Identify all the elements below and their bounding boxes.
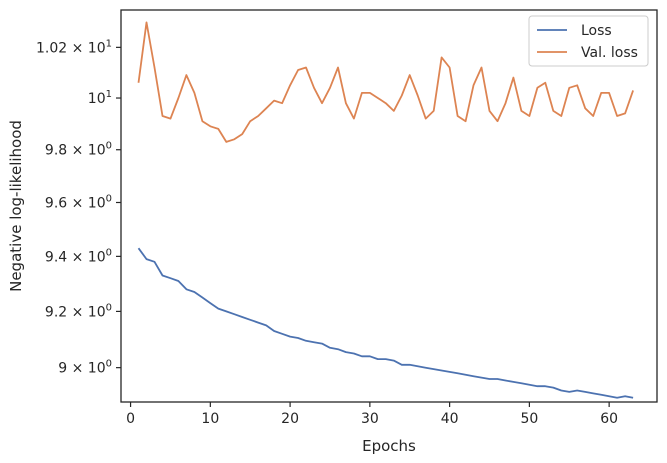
series-line-loss [137,247,634,399]
x-tick-label: 0 [126,411,135,427]
y-tick-label: 9.4 × 100 [45,247,112,265]
legend-label-loss: Loss [581,23,612,39]
y-tick-label: 101 [88,89,112,107]
y-axis: 9 × 100 9.2 × 100 9.4 × 100 9.6 × 100 9.8 × … [36,38,121,377]
x-axis: 0 10 20 30 40 50 60 [126,402,618,427]
y-tick-label: 1.02 × 101 [36,38,112,56]
legend-label-val-loss: Val. loss [581,45,638,61]
legend: Loss Val. loss [528,15,649,67]
x-tick-label: 20 [281,411,299,427]
y-tick-label: 9 × 100 [58,359,112,377]
y-tick-label: 9.6 × 100 [45,193,112,211]
y-tick-label: 9.8 × 100 [45,141,112,159]
series-line-val-loss [137,21,634,143]
x-tick-label: 30 [361,411,379,427]
x-axis-label: Epochs [362,437,416,455]
x-tick-label: 40 [441,411,459,427]
legend-box [528,15,649,67]
y-axis-label: Negative log-likelihood [7,120,25,292]
plot-area [137,21,634,399]
y-tick-label: 9.2 × 100 [45,302,112,320]
plot-frame [120,9,658,403]
x-tick-label: 60 [600,411,618,427]
x-tick-label: 10 [201,411,219,427]
x-tick-label: 50 [520,411,538,427]
